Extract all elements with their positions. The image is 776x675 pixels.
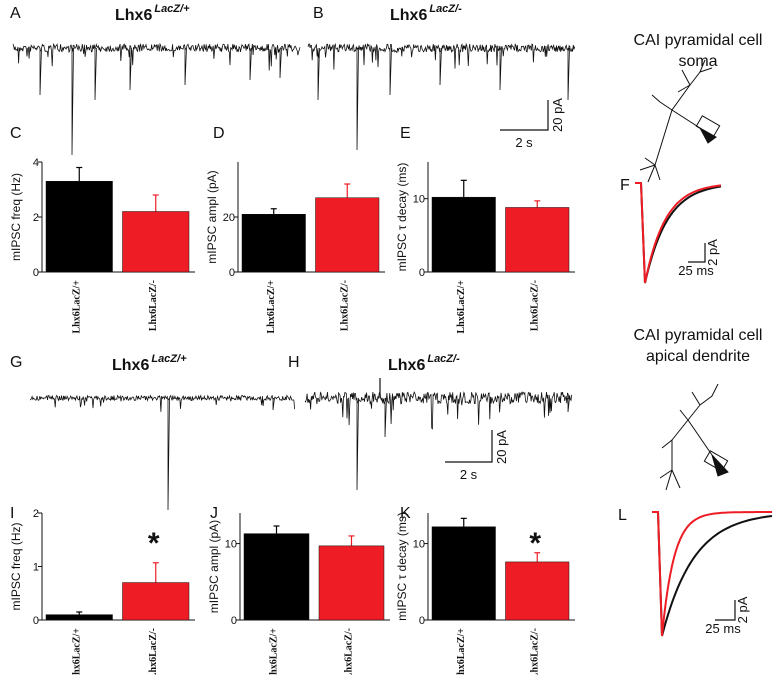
panel-label: L: [618, 507, 627, 524]
scale-label-y: 2 pA: [735, 596, 750, 623]
x-tick-label: Lhx6LacZ/+: [456, 280, 467, 334]
scale-label-y: 2 pA: [705, 239, 720, 266]
x-tick-label: Lhx6LacZ/-: [344, 628, 355, 675]
panel-label: G: [10, 354, 22, 371]
x-tick-label: Lhx6LacZ/-: [339, 280, 350, 331]
panel-label: E: [400, 125, 411, 142]
x-tick-label: Lhx6LacZ/-: [148, 280, 159, 331]
y-axis-label: mIPSC freq (Hz): [9, 173, 23, 261]
y-tick-label: 0: [33, 615, 39, 627]
cell-title: CAI pyramidal cell: [634, 32, 763, 49]
x-tick-label: Lhx6LacZ/+: [71, 280, 82, 334]
x-tick-label: Lhx6LacZ/-: [148, 628, 159, 675]
y-tick-label: 0: [231, 615, 237, 627]
panel-label: A: [10, 5, 21, 22]
y-tick-label: 0: [419, 267, 425, 279]
y-tick-label: 2: [33, 212, 39, 224]
scale-bar: [500, 100, 549, 131]
panel-label: D: [213, 125, 225, 142]
y-tick-label: 2: [33, 508, 39, 520]
scale-label-x: 25 ms: [705, 621, 741, 636]
y-axis-label: mIPSC ampl (pA): [207, 520, 221, 613]
bar: [315, 197, 380, 273]
panel-label: K: [400, 505, 411, 522]
cell-title: apical dendrite: [646, 348, 750, 365]
x-tick-label: Lhx6LacZ/+: [456, 628, 467, 675]
y-tick-label: 0: [33, 267, 39, 279]
y-tick-label: 4: [33, 157, 39, 169]
panel-label: F: [620, 177, 630, 194]
y-axis-label: mIPSC ampl (pA): [205, 170, 219, 263]
x-tick-label: Lhx6LacZ/+: [71, 628, 82, 675]
bar: [45, 614, 113, 621]
bar: [243, 533, 310, 621]
x-tick-label: Lhx6LacZ/-: [529, 628, 540, 675]
y-tick-label: 1: [33, 562, 39, 574]
neuron-dendrite: [659, 383, 729, 491]
decay-trace: [635, 182, 722, 284]
bar: [122, 211, 190, 273]
y-axis-label: mIPSC freq (Hz): [9, 522, 23, 610]
scale-bar: [688, 243, 706, 263]
scale-label-x: 2 s: [460, 467, 478, 482]
bar: [431, 526, 496, 621]
panel-title: Lhx6: [390, 7, 427, 24]
y-tick-label: 20: [223, 212, 235, 224]
trace-g: [29, 394, 295, 511]
panel-title-sup: LacZ/+: [154, 3, 190, 15]
x-tick-label: Lhx6LacZ/+: [269, 628, 280, 675]
trace-a: [12, 42, 301, 156]
decay-trace: [652, 511, 772, 637]
panel-title: Lhx6: [115, 7, 152, 24]
scale-bar: [445, 430, 493, 463]
panel-label: H: [288, 354, 300, 371]
significance-star: *: [148, 527, 160, 560]
scale-label-x: 2 s: [515, 135, 533, 150]
panel-title-sup: LacZ/-: [427, 353, 460, 365]
y-tick-label: 10: [413, 539, 425, 551]
y-tick-label: 10: [413, 194, 425, 206]
scale-label-y: 20 pA: [550, 98, 565, 132]
panel-label: C: [10, 125, 22, 142]
cell-title: soma: [678, 53, 717, 70]
y-tick-label: 0: [419, 615, 425, 627]
panel-label: I: [10, 505, 14, 522]
bar: [122, 582, 190, 621]
bar: [431, 196, 496, 273]
decay-trace: [652, 511, 773, 637]
bar: [318, 545, 385, 621]
bar: [45, 181, 113, 273]
panel-label: J: [210, 505, 218, 522]
cell-title: CAI pyramidal cell: [634, 327, 763, 344]
scale-label-x: 25 ms: [678, 263, 714, 278]
y-axis-label: mIPSC τ decay (ms): [395, 163, 409, 272]
scale-label-y: 20 pA: [494, 430, 509, 464]
trace-h: [304, 390, 573, 491]
panel-title-sup: LacZ/+: [151, 353, 187, 365]
bar: [505, 561, 570, 621]
bar: [505, 207, 570, 273]
y-tick-label: 0: [229, 267, 235, 279]
y-tick-label: 10: [225, 539, 237, 551]
bar: [241, 214, 306, 273]
x-tick-label: Lhx6LacZ/-: [529, 280, 540, 331]
neuron-soma: [639, 59, 721, 183]
panel-label: B: [313, 5, 324, 22]
significance-star: *: [529, 527, 541, 560]
trace-b: [307, 42, 576, 151]
panel-title: Lhx6: [388, 357, 425, 374]
panel-title: Lhx6: [112, 357, 149, 374]
scale-bar: [715, 600, 736, 621]
x-tick-label: Lhx6LacZ/+: [266, 280, 277, 334]
panel-title-sup: LacZ/-: [429, 3, 462, 15]
y-axis-label: mIPSC τ decay (ms): [395, 512, 409, 621]
